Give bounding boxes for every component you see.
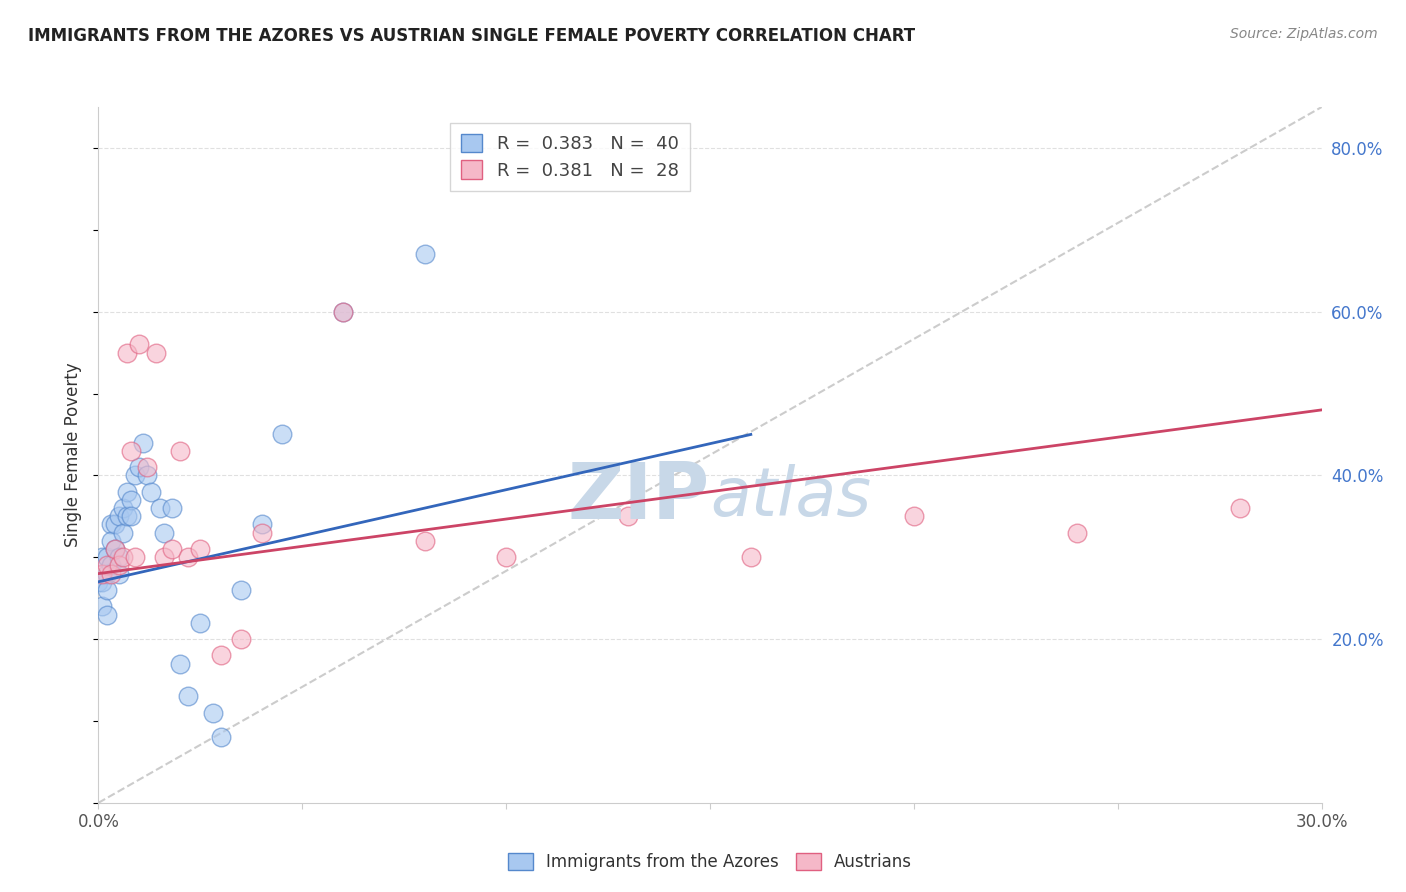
Point — [96, 550, 118, 565]
Point — [495, 550, 517, 565]
Point — [124, 468, 146, 483]
Point — [120, 492, 142, 507]
Point — [96, 558, 118, 573]
Point — [104, 517, 127, 532]
Point — [115, 484, 138, 499]
Point — [115, 345, 138, 359]
Point — [1066, 525, 1088, 540]
Point — [231, 632, 253, 646]
Point — [124, 550, 146, 565]
Point — [149, 501, 172, 516]
Point — [120, 509, 142, 524]
Point — [740, 550, 762, 565]
Point — [201, 706, 224, 720]
Point — [111, 550, 134, 565]
Point — [111, 501, 134, 516]
Point — [136, 468, 159, 483]
Point — [132, 435, 155, 450]
Point — [152, 525, 174, 540]
Point — [104, 542, 127, 557]
Point — [617, 509, 640, 524]
Point — [152, 550, 174, 565]
Point — [177, 550, 200, 565]
Point — [108, 558, 131, 573]
Point — [1229, 501, 1251, 516]
Point — [332, 304, 354, 318]
Point — [141, 484, 163, 499]
Point — [413, 247, 436, 261]
Point — [169, 443, 191, 458]
Point — [177, 690, 200, 704]
Point — [100, 517, 122, 532]
Point — [108, 550, 131, 565]
Point — [104, 542, 127, 557]
Point — [188, 615, 212, 630]
Point — [209, 648, 232, 663]
Legend: Immigrants from the Azores, Austrians: Immigrants from the Azores, Austrians — [502, 847, 918, 878]
Point — [100, 533, 122, 548]
Point — [87, 574, 110, 589]
Point — [250, 525, 273, 540]
Point — [111, 525, 134, 540]
Point — [160, 501, 183, 516]
Point — [96, 566, 118, 581]
Text: atlas: atlas — [710, 464, 872, 530]
Point — [413, 533, 436, 548]
Point — [270, 427, 294, 442]
Point — [91, 574, 114, 589]
Point — [160, 542, 183, 557]
Point — [128, 460, 150, 475]
Point — [136, 460, 159, 475]
Point — [120, 443, 142, 458]
Y-axis label: Single Female Poverty: Single Female Poverty — [65, 363, 83, 547]
Point — [91, 566, 114, 581]
Point — [91, 550, 114, 565]
Point — [100, 566, 122, 581]
Point — [231, 582, 253, 597]
Text: ZIP: ZIP — [568, 458, 710, 534]
Point — [108, 509, 131, 524]
Point — [169, 657, 191, 671]
Point — [115, 509, 138, 524]
Point — [209, 731, 232, 745]
Point — [100, 558, 122, 573]
Point — [188, 542, 212, 557]
Point — [96, 582, 118, 597]
Point — [145, 345, 167, 359]
Point — [332, 304, 354, 318]
Point — [128, 337, 150, 351]
Point — [91, 599, 114, 614]
Text: IMMIGRANTS FROM THE AZORES VS AUSTRIAN SINGLE FEMALE POVERTY CORRELATION CHART: IMMIGRANTS FROM THE AZORES VS AUSTRIAN S… — [28, 27, 915, 45]
Point — [250, 517, 273, 532]
Point — [108, 566, 131, 581]
Text: Source: ZipAtlas.com: Source: ZipAtlas.com — [1230, 27, 1378, 41]
Point — [96, 607, 118, 622]
Point — [903, 509, 925, 524]
